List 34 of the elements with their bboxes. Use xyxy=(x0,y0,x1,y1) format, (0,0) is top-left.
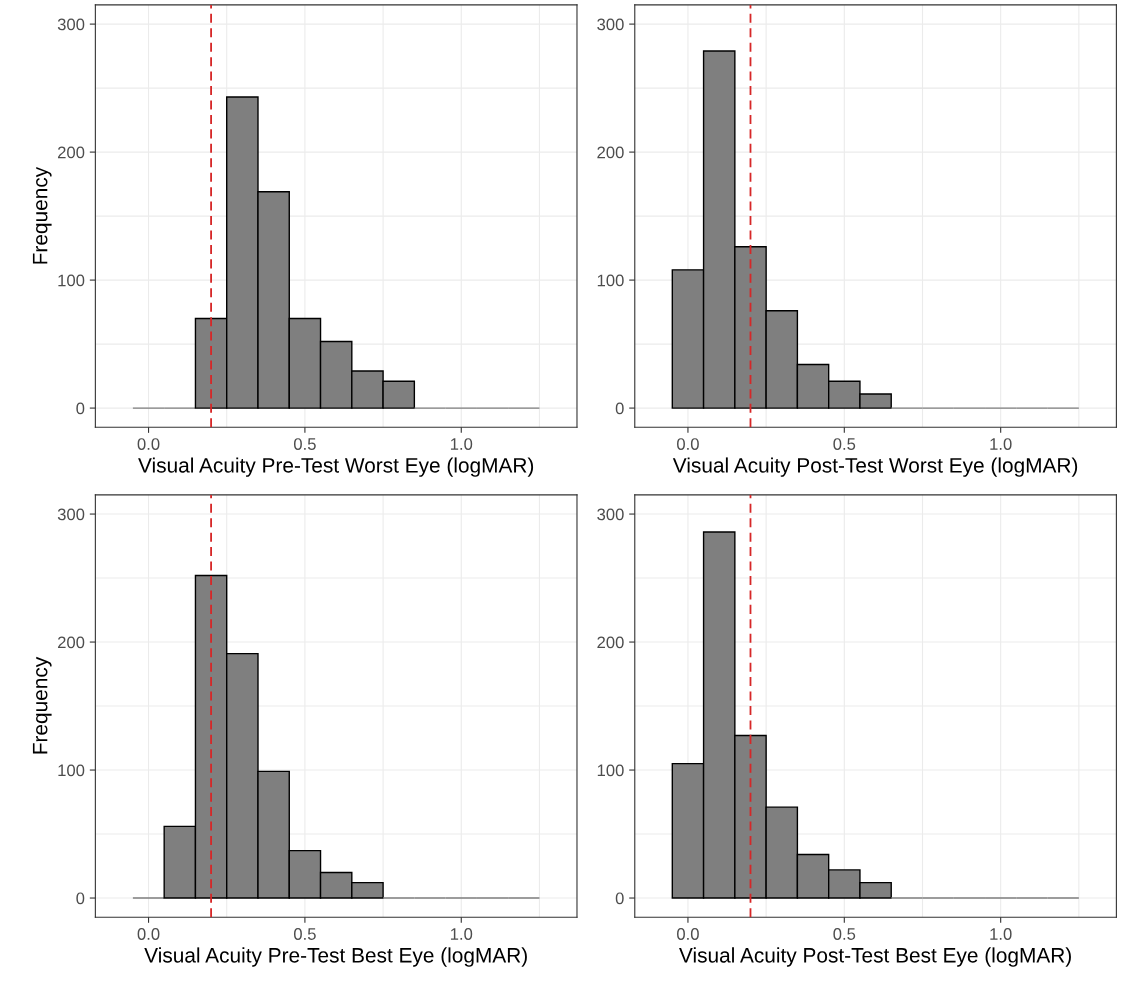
y-tick-label: 0 xyxy=(76,402,85,415)
x-tick-label: 0.5 xyxy=(833,928,856,940)
y-axis-title: Frequency xyxy=(32,166,52,264)
x-tick-label: 0.5 xyxy=(293,438,316,450)
x-tick-label: 1.0 xyxy=(990,928,1012,940)
x-tick-label: 1.0 xyxy=(990,438,1012,450)
y-tick-label: 100 xyxy=(58,274,85,287)
x-tick-label: 0.0 xyxy=(677,928,699,940)
y-tick-label: 300 xyxy=(57,18,85,31)
x-axis-title: Visual Acuity Pre-Test Best Eye (logMAR) xyxy=(144,947,527,967)
y-tick-label: 0 xyxy=(615,892,624,905)
y-tick-label: 0 xyxy=(76,892,85,905)
y-tick-label: 0 xyxy=(615,402,624,415)
y-tick-label: 300 xyxy=(597,18,624,31)
y-tick-label: 300 xyxy=(597,508,624,521)
x-tick-label: 0.0 xyxy=(677,438,699,450)
y-tick-label: 200 xyxy=(57,146,85,159)
y-tick-label: 100 xyxy=(597,764,624,777)
x-tick-label: 0.5 xyxy=(293,928,316,940)
x-tick-label: 0.5 xyxy=(833,438,856,450)
x-axis-title: Visual Acuity Pre-Test Worst Eye (logMAR) xyxy=(138,457,534,477)
y-tick-label: 100 xyxy=(597,274,624,287)
x-axis-title: Visual Acuity Post-Test Best Eye (logMAR) xyxy=(679,947,1071,967)
x-tick-label: 1.0 xyxy=(450,438,473,450)
y-axis-title: Frequency xyxy=(32,656,52,754)
x-tick-label: 0.0 xyxy=(137,928,160,940)
y-tick-label: 200 xyxy=(597,146,624,159)
x-tick-label: 1.0 xyxy=(450,928,473,940)
x-axis-title: Visual Acuity Post-Test Worst Eye (logMAR) xyxy=(672,457,1078,477)
y-tick-label: 200 xyxy=(597,636,624,649)
y-tick-label: 100 xyxy=(58,764,85,777)
y-tick-label: 200 xyxy=(57,636,85,649)
x-tick-label: 0.0 xyxy=(137,438,160,450)
y-tick-label: 300 xyxy=(57,508,85,521)
